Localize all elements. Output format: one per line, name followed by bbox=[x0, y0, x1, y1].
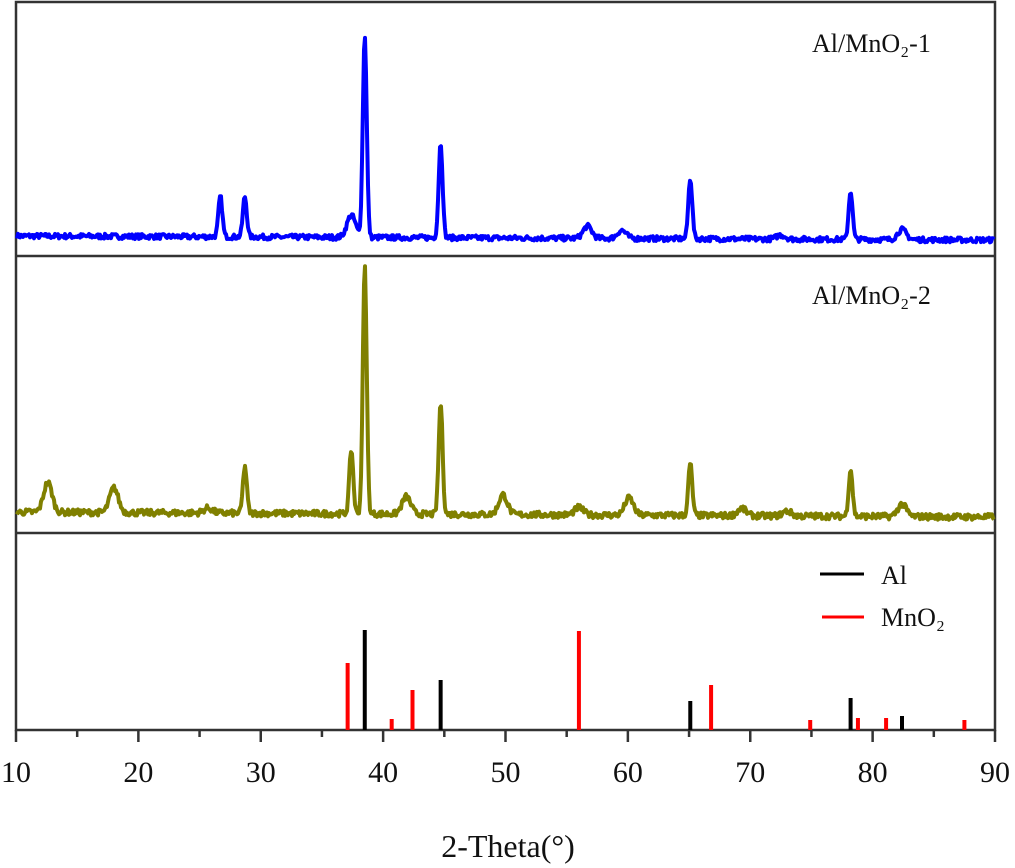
x-axis-title: 2-Theta(°) bbox=[441, 828, 575, 864]
panel-al-mno2-1: Al/MnO₂-1 bbox=[15, 29, 996, 245]
x-tick-label: 30 bbox=[246, 756, 276, 789]
xrd-trace-al-mno2-2 bbox=[15, 264, 996, 522]
x-tick-label: 50 bbox=[491, 756, 521, 789]
x-tick-label: 10 bbox=[1, 756, 31, 789]
x-tick-label: 40 bbox=[368, 756, 398, 789]
x-tick-label: 20 bbox=[123, 756, 153, 789]
reference-sticks bbox=[345, 630, 967, 730]
legend-label-mno2: MnO₂ bbox=[881, 603, 945, 632]
xrd-trace-al-mno2-1 bbox=[15, 35, 996, 245]
x-axis: 10 20 30 40 50 60 70 80 90 bbox=[1, 730, 1010, 789]
x-tick-label: 90 bbox=[980, 756, 1010, 789]
legend-label-al: Al bbox=[881, 561, 907, 590]
x-tick-label: 60 bbox=[613, 756, 643, 789]
legend: Al MnO₂ bbox=[820, 561, 945, 632]
panel-label-al-mno2-2: Al/MnO₂-2 bbox=[812, 281, 931, 310]
x-tick-label: 80 bbox=[858, 756, 888, 789]
x-tick-label: 70 bbox=[735, 756, 765, 789]
panel-label-al-mno2-1: Al/MnO₂-1 bbox=[812, 29, 931, 58]
panel-reference-sticks: Al MnO₂ bbox=[345, 561, 967, 730]
panel-al-mno2-2: Al/MnO₂-2 bbox=[15, 264, 996, 522]
plot-frame bbox=[14, 0, 997, 732]
